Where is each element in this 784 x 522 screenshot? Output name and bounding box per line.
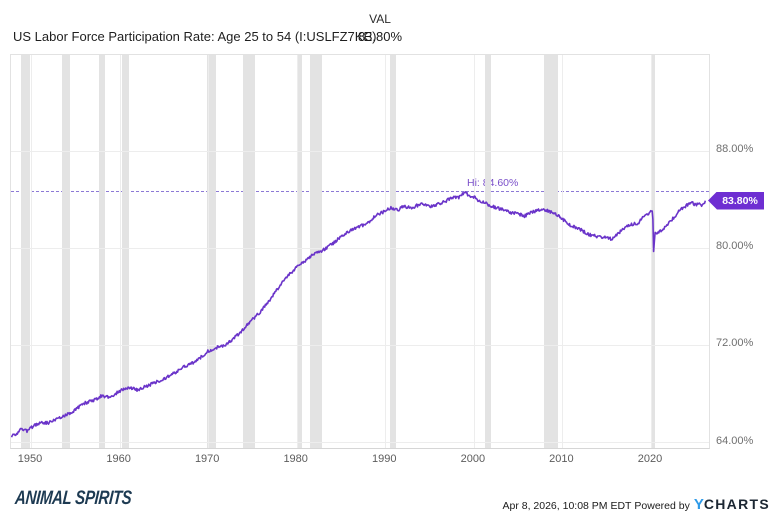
recession-band [484,55,491,448]
vertical-gridline [119,55,121,448]
val-block: VAL 83.80% [348,12,412,44]
x-axis-tick-label: 1980 [283,453,308,465]
y-axis-tick-label: 80.00% [716,240,754,253]
recession-band [544,55,558,448]
vertical-gridline [562,55,564,448]
horizontal-gridline [11,344,709,346]
x-axis-tick-label: 2010 [549,453,574,465]
x-axis-tick-label: 1990 [372,453,397,465]
recession-band [296,55,302,448]
recession-band [207,55,217,448]
y-axis-tick-label: 72.00% [716,337,754,350]
vertical-gridline [651,55,652,448]
x-axis-tick-label: 1970 [194,453,220,465]
val-column-header: VAL [369,12,391,26]
chart-title: US Labor Force Participation Rate: Age 2… [13,29,377,44]
x-axis-tick-label: 2000 [460,453,486,465]
high-watermark-label: Hi: 84.60% [467,176,519,189]
vertical-gridline [296,55,298,448]
recession-band [21,55,30,448]
val-current-value: 83.80% [357,29,403,44]
x-axis-tick-label: 1960 [106,453,131,465]
vertical-gridline [385,55,387,448]
recession-band [122,55,130,448]
lfpr-line [11,191,707,438]
x-axis-tick-label: 1950 [17,453,43,465]
recession-band [390,55,396,448]
powered-by-text: Powered by [634,500,690,512]
recession-band [98,55,105,448]
vertical-gridline [31,55,32,448]
recession-band [242,55,255,448]
recession-band [62,55,70,448]
ycharts-logo-charts: CHARTS [703,496,770,512]
y-axis-tick-label: 64.00% [716,434,754,447]
timestamp: Apr 8, 2026, 10:08 PM EDT [502,500,632,512]
horizontal-gridline [11,442,709,444]
x-axis-tick-label: 2020 [637,453,663,465]
plot-area: Hi: 84.60% [10,54,710,449]
last-value-badge: 83.80% [708,191,764,210]
animal-spirits-logo: ANIMAL SPIRITS [14,487,133,510]
footer-attribution: Apr 8, 2026, 10:08 PM EDT Powered by Y CHA… [502,496,770,513]
vertical-gridline [208,55,210,448]
high-watermark-dashed-line [11,191,709,193]
vertical-gridline [473,55,475,448]
horizontal-gridline [11,150,709,152]
y-axis-tick-label: 88.00% [716,143,754,155]
horizontal-gridline [11,247,709,249]
data-line-series [11,191,707,438]
ycharts-logo-y: Y [693,496,704,513]
